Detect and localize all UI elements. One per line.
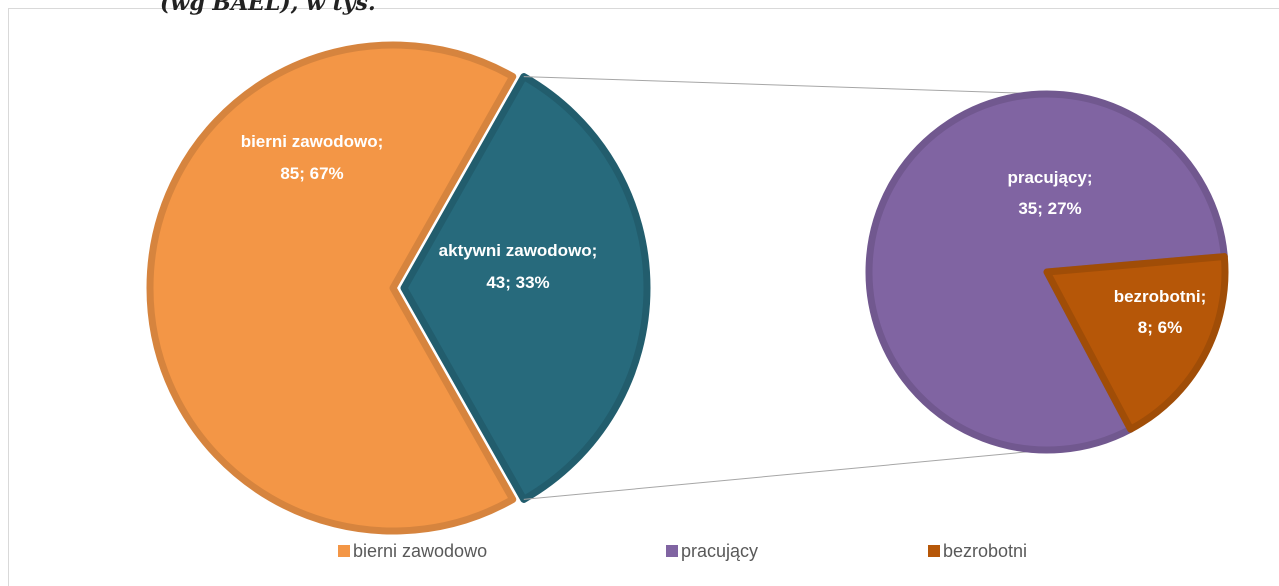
- legend-swatch: [928, 545, 940, 557]
- chart-border: [8, 8, 1279, 586]
- legend-swatch: [338, 545, 350, 557]
- data-label-value: 35; 27%: [1018, 199, 1081, 218]
- data-label-name: bezrobotni;: [1114, 287, 1207, 306]
- pie-slice: [1043, 253, 1229, 433]
- data-label-name: pracujący;: [1007, 168, 1092, 187]
- legend-label: bierni zawodowo: [353, 541, 487, 561]
- data-label-name: bierni zawodowo;: [241, 132, 384, 151]
- legend-label: pracujący: [681, 541, 758, 561]
- data-label-value: 85; 67%: [280, 164, 343, 183]
- data-label-name: aktywni zawodowo;: [439, 241, 598, 260]
- connector-line: [523, 76, 1048, 95]
- data-label-value: 8; 6%: [1138, 318, 1182, 337]
- pie-slice: [400, 73, 651, 503]
- data-label-value: 43; 33%: [486, 273, 549, 292]
- pie-slice: [146, 41, 517, 535]
- legend-swatch: [666, 545, 678, 557]
- connector-line: [523, 449, 1048, 500]
- legend-label: bezrobotni: [943, 541, 1027, 561]
- chart-title: (wg BAEL), w tys.: [160, 0, 376, 16]
